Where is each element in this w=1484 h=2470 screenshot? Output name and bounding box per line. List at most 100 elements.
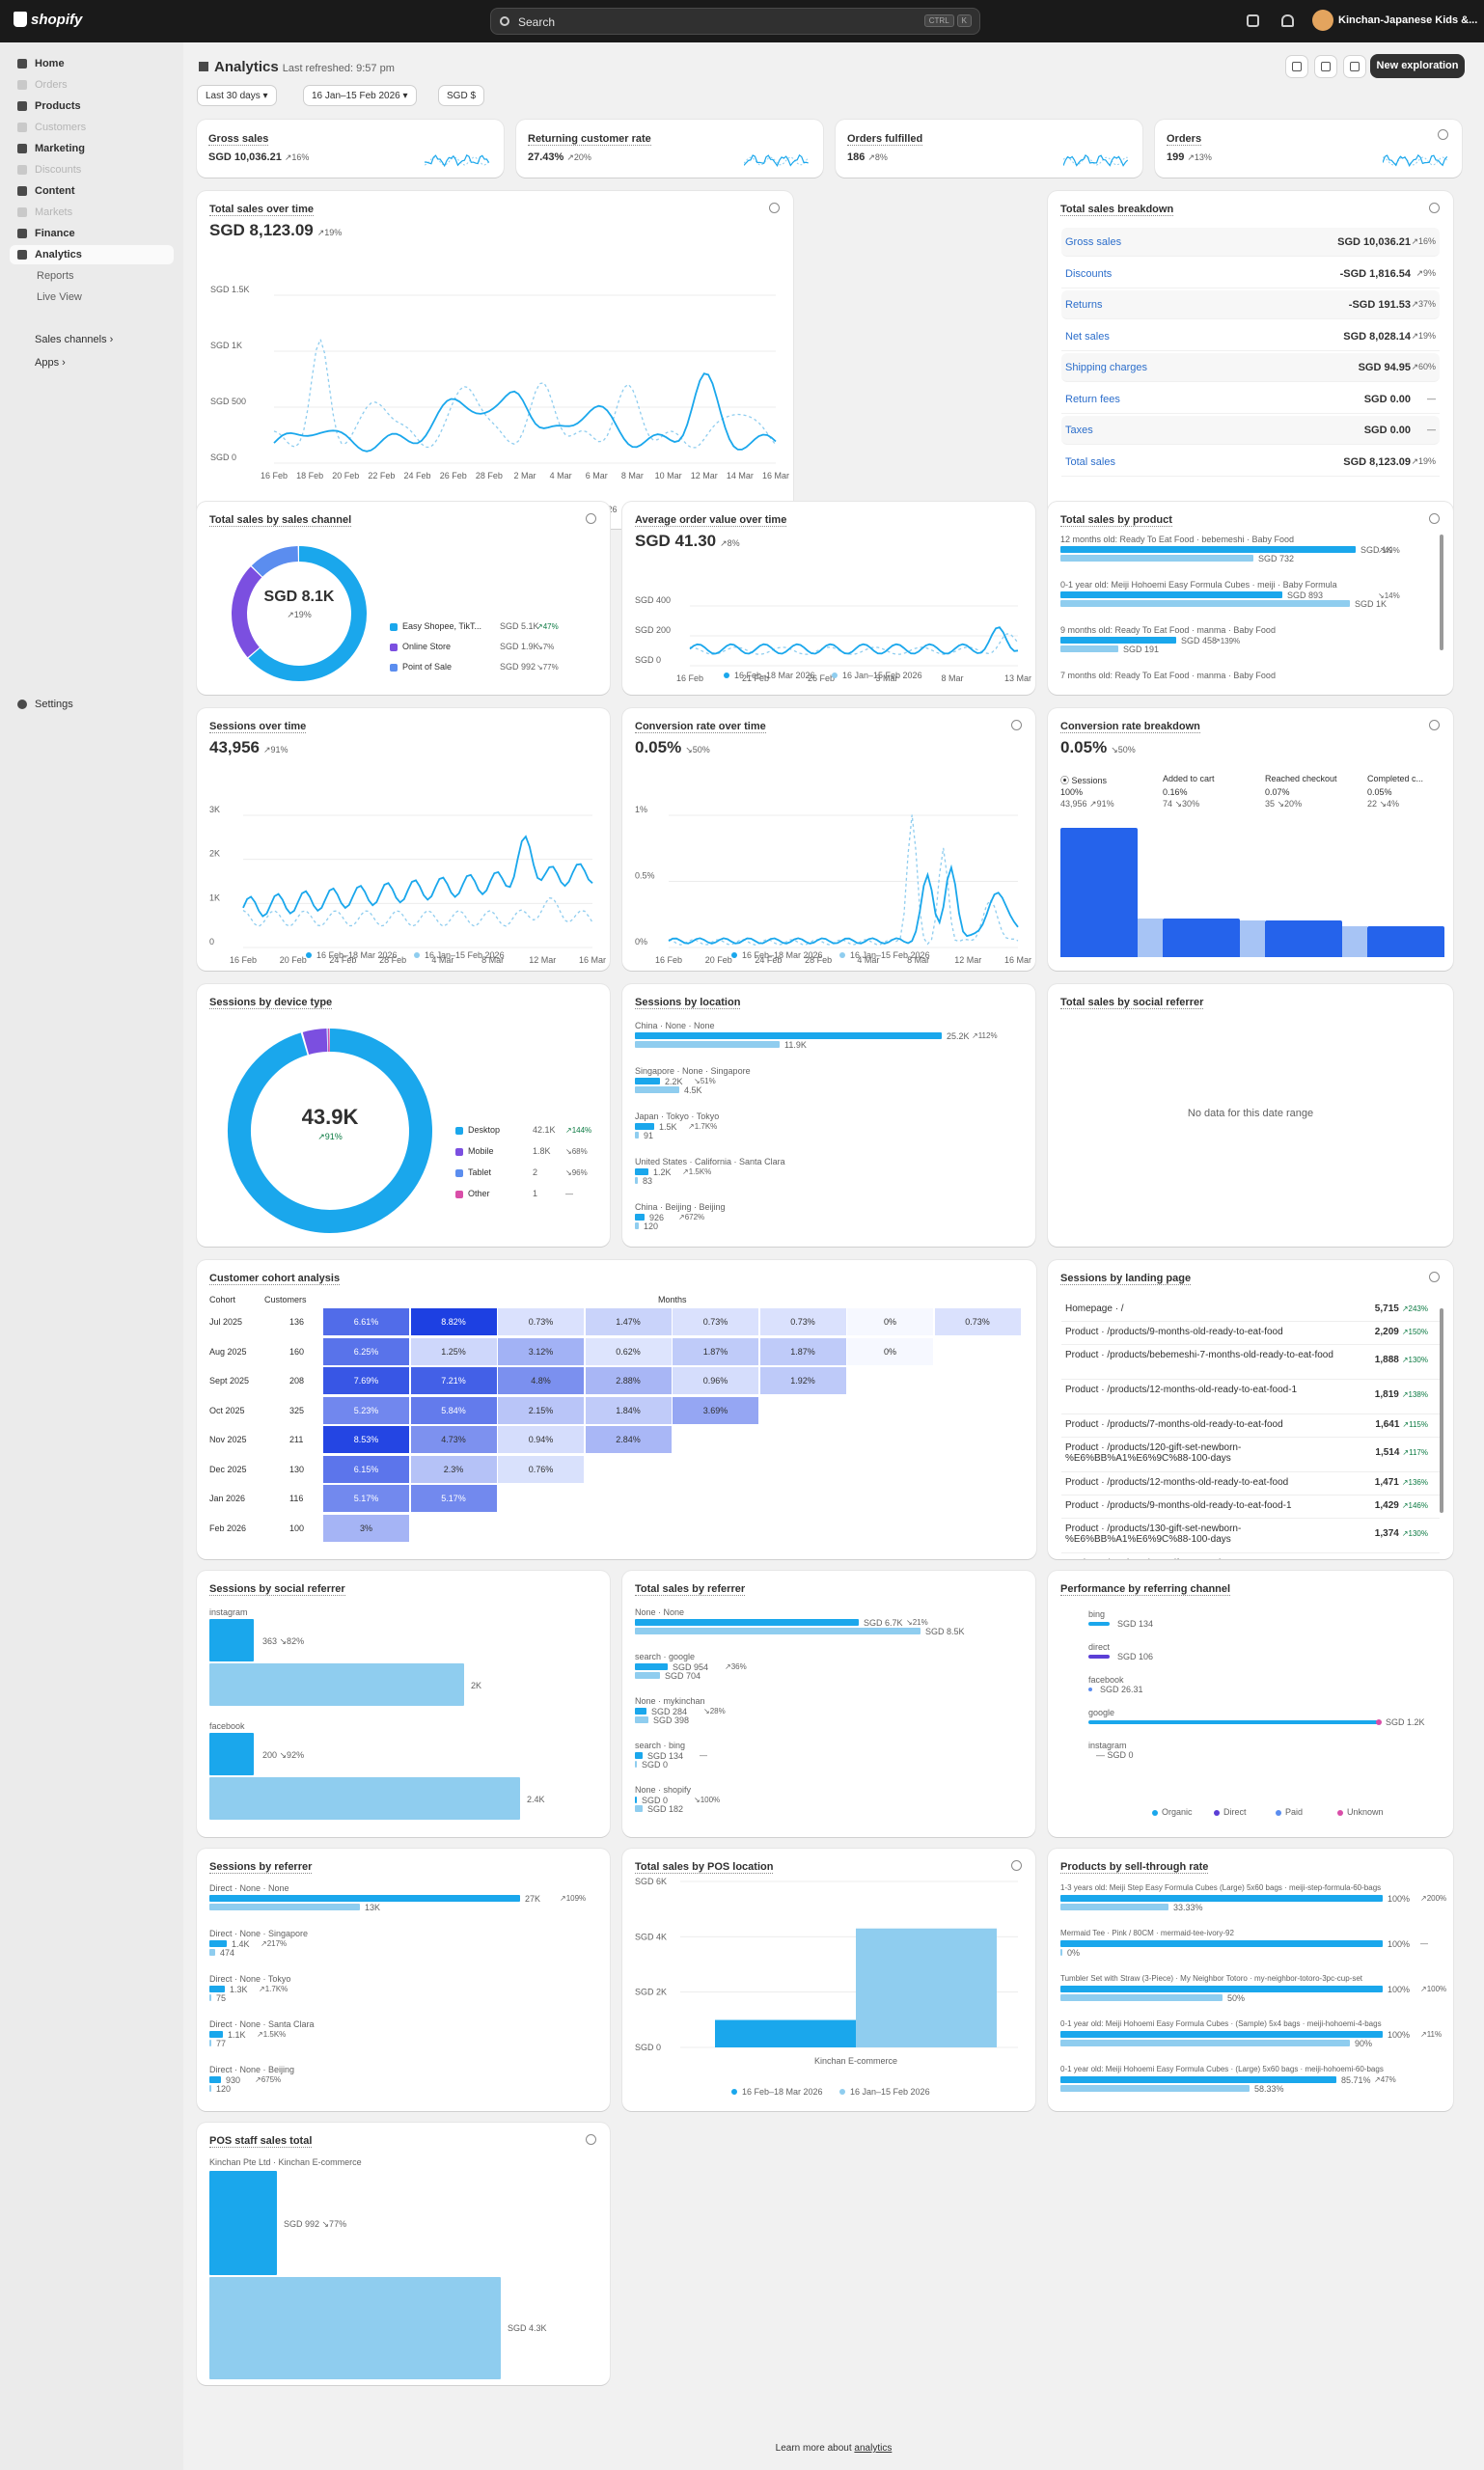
- card-title[interactable]: Performance by referring channel: [1060, 1583, 1231, 1596]
- sidebar-item-live-view[interactable]: Live View: [10, 288, 174, 307]
- landing-row[interactable]: Product · /products/12-months-old-ready-…: [1061, 1472, 1440, 1496]
- sidebar-settings[interactable]: Settings: [10, 695, 174, 714]
- info-icon[interactable]: [769, 203, 780, 213]
- info-icon[interactable]: [586, 2134, 596, 2145]
- sidebar-item-customers[interactable]: Customers: [10, 118, 174, 137]
- currency-picker[interactable]: SGD $: [438, 85, 485, 106]
- card-title[interactable]: Total sales by product: [1060, 514, 1172, 527]
- sidebar-item-content[interactable]: Content: [10, 181, 174, 201]
- card-title[interactable]: Conversion rate breakdown: [1060, 721, 1200, 733]
- card-title[interactable]: POS staff sales total: [209, 2135, 313, 2148]
- info-icon[interactable]: [1011, 1860, 1022, 1871]
- card-title[interactable]: Sessions by location: [635, 997, 741, 1009]
- kpi-title[interactable]: Orders fulfilled: [847, 133, 923, 146]
- kpi-card[interactable]: Orders 199 ↗13%: [1155, 120, 1462, 178]
- sidebar-item-analytics[interactable]: Analytics: [10, 245, 174, 264]
- card-title[interactable]: Total sales by POS location: [635, 1861, 774, 1874]
- info-icon[interactable]: [1429, 203, 1440, 213]
- breakdown-row[interactable]: Shipping charges SGD 94.95 ↗60%: [1061, 353, 1440, 382]
- breakdown-row[interactable]: Gross sales SGD 10,036.21 ↗16%: [1061, 228, 1440, 257]
- sidebar-item-marketing[interactable]: Marketing: [10, 139, 174, 158]
- row-label[interactable]: Returns: [1065, 299, 1103, 311]
- card-title[interactable]: Products by sell-through rate: [1060, 1861, 1209, 1874]
- row-label[interactable]: Net sales: [1065, 330, 1110, 343]
- sidebar-item-reports[interactable]: Reports: [10, 266, 174, 286]
- search-input[interactable]: Search CTRL K: [490, 8, 980, 35]
- kpi-card[interactable]: Orders fulfilled 186 ↗8%: [836, 120, 1142, 178]
- kpi-title[interactable]: Gross sales: [208, 133, 269, 146]
- legend-dot-current: [306, 952, 312, 958]
- scrollbar[interactable]: [1440, 535, 1443, 650]
- landing-row[interactable]: Product · /products/12-months-old-ready-…: [1061, 1380, 1440, 1414]
- breakdown-row[interactable]: Discounts -SGD 1,816.54 ↗9%: [1061, 260, 1440, 288]
- x-tick: 4 Mar: [857, 955, 879, 965]
- card-title[interactable]: Customer cohort analysis: [209, 1273, 341, 1285]
- analytics-link[interactable]: analytics: [854, 2443, 893, 2454]
- sidebar-item-home[interactable]: Home: [10, 54, 174, 73]
- kpi-card[interactable]: Gross sales SGD 10,036.21 ↗16%: [197, 120, 504, 178]
- card-title[interactable]: Total sales over time: [209, 204, 315, 216]
- sidebar-item-products[interactable]: Products: [10, 96, 174, 116]
- refresh-button[interactable]: [1285, 55, 1308, 78]
- sidebar-item-label: Orders: [35, 79, 68, 91]
- warning-icon[interactable]: [1429, 720, 1440, 730]
- sidebar-apps[interactable]: Apps ›: [10, 353, 174, 372]
- sidebar-item-discounts[interactable]: Discounts: [10, 160, 174, 179]
- card-title[interactable]: Total sales breakdown: [1060, 204, 1174, 216]
- breakdown-row[interactable]: Net sales SGD 8,028.14 ↗19%: [1061, 322, 1440, 351]
- landing-row[interactable]: Product · /products/bebemeshi-7-months-o…: [1061, 1345, 1440, 1380]
- sidebar-item-markets[interactable]: Markets: [10, 203, 174, 222]
- sidebar-item-orders[interactable]: Orders: [10, 75, 174, 95]
- fullscreen-button[interactable]: [1314, 55, 1337, 78]
- info-icon[interactable]: [1438, 129, 1448, 140]
- card-title[interactable]: Sessions over time: [209, 721, 307, 733]
- card-title[interactable]: Total sales by referrer: [635, 1583, 746, 1596]
- row-label[interactable]: Return fees: [1065, 393, 1120, 405]
- shopify-logo[interactable]: shopify: [14, 12, 82, 28]
- sidebar-sales-channels[interactable]: Sales channels ›: [10, 330, 174, 349]
- card-title[interactable]: Sessions by device type: [209, 997, 333, 1009]
- breakdown-row[interactable]: Taxes SGD 0.00 —: [1061, 416, 1440, 445]
- row-label[interactable]: Discounts: [1065, 267, 1113, 280]
- card-title[interactable]: Conversion rate over time: [635, 721, 766, 733]
- sidebar-item-finance[interactable]: Finance: [10, 224, 174, 243]
- breakdown-row[interactable]: Return fees SGD 0.00 —: [1061, 385, 1440, 414]
- bell-icon[interactable]: [1281, 14, 1294, 27]
- card-title[interactable]: Total sales by sales channel: [209, 514, 352, 527]
- kpi-title[interactable]: Returning customer rate: [528, 133, 651, 146]
- row-label[interactable]: Total sales: [1065, 455, 1115, 468]
- landing-row[interactable]: Product · /products/120-gift-set-newborn…: [1061, 1438, 1440, 1472]
- pos-location-card: Total sales by POS location SGD 6K SGD 4K…: [622, 1849, 1035, 2111]
- landing-row[interactable]: Product · /products/9-months-old-ready-t…: [1061, 1322, 1440, 1345]
- row-label[interactable]: Shipping charges: [1065, 362, 1148, 373]
- kpi-card[interactable]: Returning customer rate 27.43% ↗20%: [516, 120, 823, 178]
- store-icon[interactable]: [1247, 14, 1259, 27]
- new-exploration-button[interactable]: New exploration: [1370, 54, 1465, 78]
- row-label[interactable]: Gross sales: [1065, 236, 1122, 248]
- card-title[interactable]: Total sales by social referrer: [1060, 997, 1204, 1009]
- landing-row[interactable]: Product · /products/130-gift-set-newborn…: [1061, 1519, 1440, 1553]
- warning-icon[interactable]: [1011, 720, 1022, 730]
- landing-row[interactable]: Product · /products/9-months-old-ready-t…: [1061, 1496, 1440, 1519]
- landing-row[interactable]: Product · /products/100-gift-set-newborn…: [1061, 1553, 1440, 1559]
- date-range-picker[interactable]: Last 30 days ▾: [197, 85, 277, 106]
- card-title[interactable]: Sessions by referrer: [209, 1861, 313, 1874]
- card-title[interactable]: Sessions by social referrer: [209, 1583, 345, 1596]
- info-icon[interactable]: [1429, 513, 1440, 524]
- warning-icon[interactable]: [1429, 1272, 1440, 1282]
- kpi-title[interactable]: Orders: [1167, 133, 1202, 146]
- info-icon[interactable]: [586, 513, 596, 524]
- row-label[interactable]: Taxes: [1065, 425, 1093, 436]
- comparison-picker[interactable]: 16 Jan–15 Feb 2026 ▾: [303, 85, 417, 106]
- landing-row[interactable]: Homepage · / 5,715 ↗243%: [1061, 1299, 1440, 1322]
- card-title[interactable]: Sessions by landing page: [1060, 1273, 1192, 1285]
- cohort-cell: 0.96%: [673, 1367, 758, 1394]
- breakdown-row[interactable]: Returns -SGD 191.53 ↗37%: [1061, 290, 1440, 319]
- scrollbar[interactable]: [1440, 1308, 1443, 1513]
- breakdown-row[interactable]: Total sales SGD 8,123.09 ↗19%: [1061, 448, 1440, 477]
- card-title[interactable]: Average order value over time: [635, 514, 787, 527]
- store-switcher[interactable]: Kinchan-Japanese Kids &...: [1312, 10, 1477, 31]
- landing-row[interactable]: Product · /products/7-months-old-ready-t…: [1061, 1414, 1440, 1438]
- edit-button[interactable]: [1343, 55, 1366, 78]
- kpi-value: SGD 10,036.21 ↗16%: [208, 151, 309, 163]
